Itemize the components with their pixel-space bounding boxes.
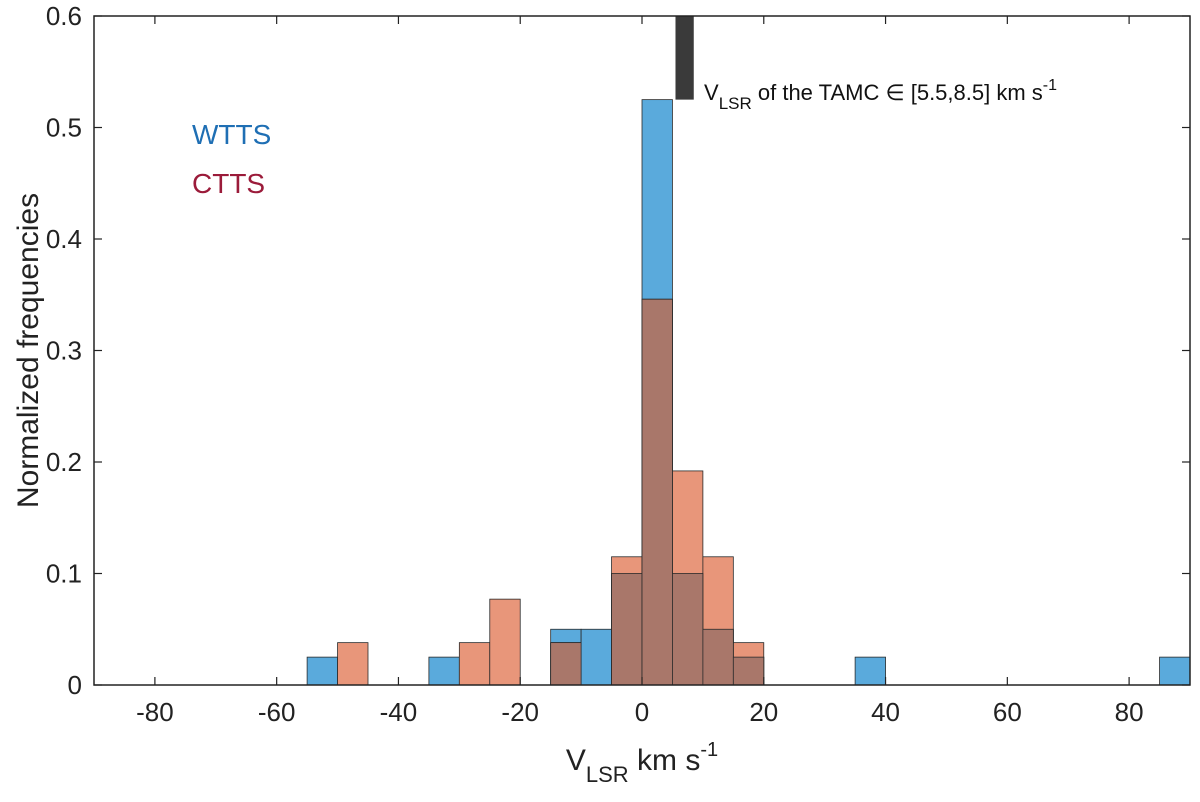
ctts-bar-0	[337, 642, 369, 686]
y-tick-label: 0.2	[46, 447, 82, 477]
x-tick-label: -40	[380, 697, 418, 727]
ticks-layer: -80 -60 -40 -20 0 20 40 60 80 0 0.1 0.2 0.3 0.4 0.5 0.6	[46, 1, 1190, 727]
x-tick-label: 20	[749, 697, 778, 727]
overlap-bar-0	[550, 642, 582, 686]
tamc-velocity-band	[675, 16, 694, 100]
annotation-layer	[675, 16, 694, 100]
x-axis-label-sup: -1	[700, 739, 718, 761]
legend-entry-ctts: CTTS	[192, 168, 265, 199]
bars-layer	[306, 99, 1191, 686]
y-tick-label: 0.1	[46, 559, 82, 589]
x-tick-label: 60	[993, 697, 1022, 727]
annotation-text-main: V	[704, 80, 719, 105]
legend-entry-wtts: WTTS	[192, 119, 271, 150]
y-tick-label: 0.4	[46, 224, 82, 254]
wtts-bar-9	[854, 656, 886, 686]
overlap-bar-1	[611, 573, 643, 686]
x-tick-label: 0	[635, 697, 649, 727]
x-tick-label: 80	[1115, 697, 1144, 727]
x-tick-label: -20	[501, 697, 539, 727]
x-axis-label: VLSR km s-1	[566, 739, 718, 787]
overlap-bar-4	[702, 628, 734, 686]
y-axis-label: Normalized frequencies	[12, 193, 45, 508]
wtts-bar-1	[428, 656, 460, 686]
x-tick-label: -80	[136, 697, 174, 727]
x-axis-label-sub: LSR	[586, 762, 629, 787]
annotation-text-sub: LSR	[719, 94, 752, 113]
ctts-bar-2	[489, 598, 521, 686]
y-tick-label: 0.3	[46, 336, 82, 366]
annotation-text-rest: of the TAMC ∈ [5.5,8.5] km s	[752, 80, 1043, 105]
wtts-bar-0	[306, 656, 338, 686]
overlap-bar-3	[672, 573, 704, 686]
x-tick-label: -60	[258, 697, 296, 727]
x-axis-label-main: V	[566, 744, 586, 777]
annotation-text-sup: -1	[1043, 77, 1057, 94]
ctts-bar-1	[458, 642, 491, 686]
x-axis-label-rest: km s	[629, 744, 701, 777]
y-tick-label: 0.5	[46, 113, 82, 143]
tamc-annotation-text: VLSR of the TAMC ∈ [5.5,8.5] km s-1	[704, 77, 1057, 113]
wtts-bar-3	[580, 628, 612, 686]
x-tick-label: 40	[871, 697, 900, 727]
overlap-bar-5	[732, 656, 765, 686]
wtts-bar-10	[1159, 656, 1191, 686]
overlap-bar-2	[641, 298, 673, 686]
y-tick-label: 0.6	[46, 1, 82, 31]
y-tick-label: 0	[68, 670, 82, 700]
